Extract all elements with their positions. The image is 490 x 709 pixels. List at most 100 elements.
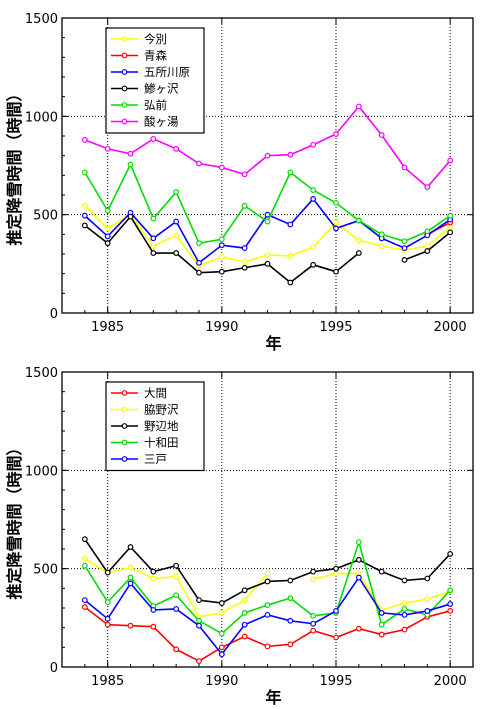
data-point	[150, 250, 157, 256]
y-tick-label: 0	[50, 307, 58, 322]
x-tick-label: 1990	[205, 674, 238, 689]
data-point	[401, 600, 408, 606]
data-point	[173, 189, 180, 195]
legend-label: 三戸	[144, 452, 167, 466]
data-point	[287, 221, 294, 228]
data-point	[447, 229, 454, 236]
legend-swatch-marker	[121, 102, 128, 108]
data-point	[104, 621, 111, 628]
data-point	[241, 587, 248, 594]
data-point	[355, 217, 362, 224]
data-point	[401, 611, 408, 618]
data-point	[196, 240, 202, 247]
data-point	[127, 150, 134, 157]
data-point	[196, 597, 202, 604]
y-tick-label: 1500	[25, 12, 58, 27]
data-point	[401, 257, 408, 263]
data-point	[241, 264, 248, 271]
data-point	[447, 608, 454, 614]
data-point	[127, 564, 134, 571]
data-point	[333, 268, 339, 275]
data-point	[241, 610, 248, 616]
data-point	[310, 261, 317, 268]
data-point	[81, 169, 88, 176]
legend-swatch-marker	[121, 85, 128, 92]
data-point	[310, 568, 317, 575]
data-point	[378, 621, 385, 628]
data-point	[127, 213, 134, 220]
legend-swatch-marker	[121, 406, 128, 413]
data-point	[241, 171, 248, 178]
x-axis-label: 年	[265, 688, 281, 707]
data-point	[81, 555, 88, 562]
data-point	[355, 237, 362, 244]
data-point	[333, 608, 339, 614]
y-tick-label: 0	[50, 661, 58, 676]
legend-swatch-marker	[121, 456, 128, 462]
data-point	[81, 562, 88, 569]
data-point	[401, 606, 408, 612]
data-point	[81, 222, 88, 229]
data-point	[173, 250, 180, 256]
data-point	[355, 625, 362, 632]
data-point	[150, 623, 157, 630]
legend-swatch-marker	[121, 52, 128, 59]
data-point	[264, 578, 271, 585]
data-point	[218, 630, 225, 637]
x-tick-label: 2000	[434, 320, 467, 335]
data-point	[241, 621, 248, 628]
data-point	[287, 279, 294, 286]
x-tick-label: 1995	[319, 674, 352, 689]
data-point	[264, 218, 271, 225]
data-point	[310, 627, 317, 634]
data-point	[127, 544, 134, 550]
data-point	[264, 643, 271, 650]
data-point	[127, 161, 134, 168]
data-point	[150, 136, 157, 142]
data-point	[401, 577, 408, 584]
data-point	[173, 232, 180, 239]
data-point	[81, 137, 88, 143]
x-tick-label: 1985	[91, 674, 124, 689]
data-point	[218, 268, 225, 275]
data-point	[333, 225, 339, 232]
legend-swatch-marker	[121, 439, 128, 446]
data-point	[310, 612, 317, 619]
data-point	[378, 132, 385, 138]
x-axis-label: 年	[265, 334, 281, 353]
data-point	[173, 592, 180, 599]
data-point	[127, 622, 134, 629]
data-point	[173, 562, 180, 569]
data-point	[310, 244, 317, 251]
data-point	[310, 141, 317, 148]
legend-swatch-marker	[121, 36, 128, 42]
legend-box	[105, 27, 205, 134]
data-point	[241, 202, 248, 209]
data-point	[150, 243, 157, 250]
data-point	[424, 184, 431, 191]
y-tick-label: 500	[33, 209, 58, 224]
data-point	[264, 260, 271, 267]
data-point	[310, 620, 317, 627]
data-point	[264, 570, 271, 577]
data-point	[287, 151, 294, 158]
data-point	[104, 599, 111, 605]
data-point	[424, 248, 431, 254]
data-point	[424, 228, 431, 235]
data-point	[447, 212, 454, 219]
data-point	[196, 658, 202, 664]
data-point	[401, 164, 408, 171]
data-point	[310, 196, 317, 202]
data-point	[378, 243, 385, 250]
legend-label: 野辺地	[144, 419, 179, 433]
data-point	[287, 641, 294, 648]
data-point	[81, 212, 88, 219]
data-point	[378, 231, 385, 238]
data-point	[241, 597, 248, 604]
data-point	[264, 611, 271, 618]
data-point	[218, 164, 225, 171]
x-tick-label: 1990	[205, 320, 238, 335]
y-tick-label: 1000	[25, 464, 58, 479]
data-point	[333, 131, 339, 137]
